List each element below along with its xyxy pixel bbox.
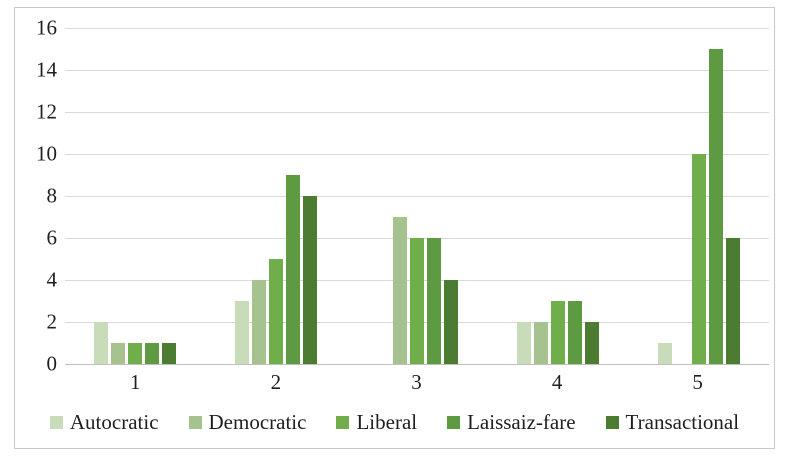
x-axis-label-2: 2 bbox=[270, 370, 282, 394]
legend-swatch-icon bbox=[49, 416, 63, 429]
bar-liberal-cat4 bbox=[550, 301, 565, 364]
legend-label: Laissaiz-fare bbox=[467, 410, 576, 434]
x-axis-label-4: 4 bbox=[551, 370, 563, 394]
legend-swatch-icon bbox=[188, 416, 202, 429]
bar-chart: 0 2 4 6 8 10 12 14 16 bbox=[21, 17, 769, 408]
y-tick-label: 12 bbox=[36, 99, 57, 124]
y-tick-label: 4 bbox=[46, 267, 58, 292]
gridline bbox=[65, 195, 769, 197]
legend-item-democratic: Democratic bbox=[188, 410, 307, 434]
bar-laissaiz-fare-cat4 bbox=[567, 301, 582, 364]
bar-democratic-cat2 bbox=[252, 280, 267, 364]
x-axis-label-1: 1 bbox=[130, 370, 141, 394]
legend-label: Transactional bbox=[625, 410, 740, 434]
plot-area bbox=[65, 27, 769, 365]
bar-autocratic-cat1 bbox=[94, 322, 109, 364]
bar-autocratic-cat2 bbox=[235, 301, 250, 364]
bar-democratic-cat4 bbox=[533, 322, 548, 364]
bar-laissaiz-fare-cat5 bbox=[708, 49, 723, 364]
legend-swatch-icon bbox=[447, 416, 461, 429]
y-tick-label: 0 bbox=[46, 351, 58, 376]
bar-transactional-cat4 bbox=[584, 322, 599, 364]
bar-laissaiz-fare-cat2 bbox=[286, 175, 301, 364]
bar-group-5 bbox=[628, 28, 769, 364]
bar-transactional-cat1 bbox=[162, 343, 177, 364]
bar-liberal-cat2 bbox=[269, 259, 284, 364]
gridline bbox=[65, 111, 769, 113]
bar-laissaiz-fare-cat1 bbox=[145, 343, 160, 364]
y-tick-label: 16 bbox=[36, 15, 57, 40]
gridline bbox=[65, 27, 769, 29]
legend-item-liberal: Liberal bbox=[336, 412, 417, 433]
bar-liberal-cat3 bbox=[409, 238, 424, 364]
x-axis: 1 2 3 4 5 bbox=[65, 370, 768, 395]
bar-groups bbox=[65, 28, 769, 364]
y-tick-label: 2 bbox=[46, 309, 58, 334]
gridline bbox=[65, 69, 769, 71]
bar-group-4 bbox=[487, 28, 628, 364]
legend-label: Liberal bbox=[356, 410, 418, 434]
legend-label: Democratic bbox=[208, 410, 307, 434]
y-tick-label: 14 bbox=[36, 57, 57, 82]
bar-liberal-cat1 bbox=[128, 343, 143, 364]
y-axis: 0 2 4 6 8 10 12 14 16 bbox=[21, 17, 65, 408]
y-tick-label: 6 bbox=[46, 225, 58, 250]
legend-item-transactional: Transactional bbox=[605, 410, 740, 434]
bar-transactional-cat2 bbox=[303, 196, 318, 364]
bar-democratic-cat3 bbox=[392, 217, 407, 364]
gridline bbox=[65, 153, 769, 155]
y-tick-label: 8 bbox=[46, 183, 58, 208]
bar-autocratic-cat4 bbox=[516, 322, 531, 364]
bar-laissaiz-fare-cat3 bbox=[426, 238, 441, 364]
bar-transactional-cat5 bbox=[725, 238, 740, 364]
legend-item-laissaiz-fare: Laissaiz-fare bbox=[447, 410, 576, 434]
x-axis-label-5: 5 bbox=[692, 370, 703, 394]
legend-item-autocratic: Autocratic bbox=[49, 410, 159, 434]
legend: Autocratic Democratic Liberal Laissaiz-fare… bbox=[15, 412, 774, 433]
bar-autocratic-cat5 bbox=[657, 343, 672, 364]
x-axis-label-3: 3 bbox=[411, 370, 422, 394]
bar-transactional-cat3 bbox=[443, 280, 458, 364]
bar-group-1 bbox=[65, 28, 206, 364]
legend-label: Autocratic bbox=[69, 410, 159, 434]
bar-liberal-cat5 bbox=[691, 154, 706, 364]
bar-group-2 bbox=[206, 28, 347, 364]
y-tick-label: 10 bbox=[36, 141, 57, 166]
bar-group-3 bbox=[347, 28, 488, 364]
legend-swatch-icon bbox=[336, 416, 350, 429]
bar-democratic-cat1 bbox=[111, 343, 126, 364]
legend-swatch-icon bbox=[605, 416, 619, 429]
